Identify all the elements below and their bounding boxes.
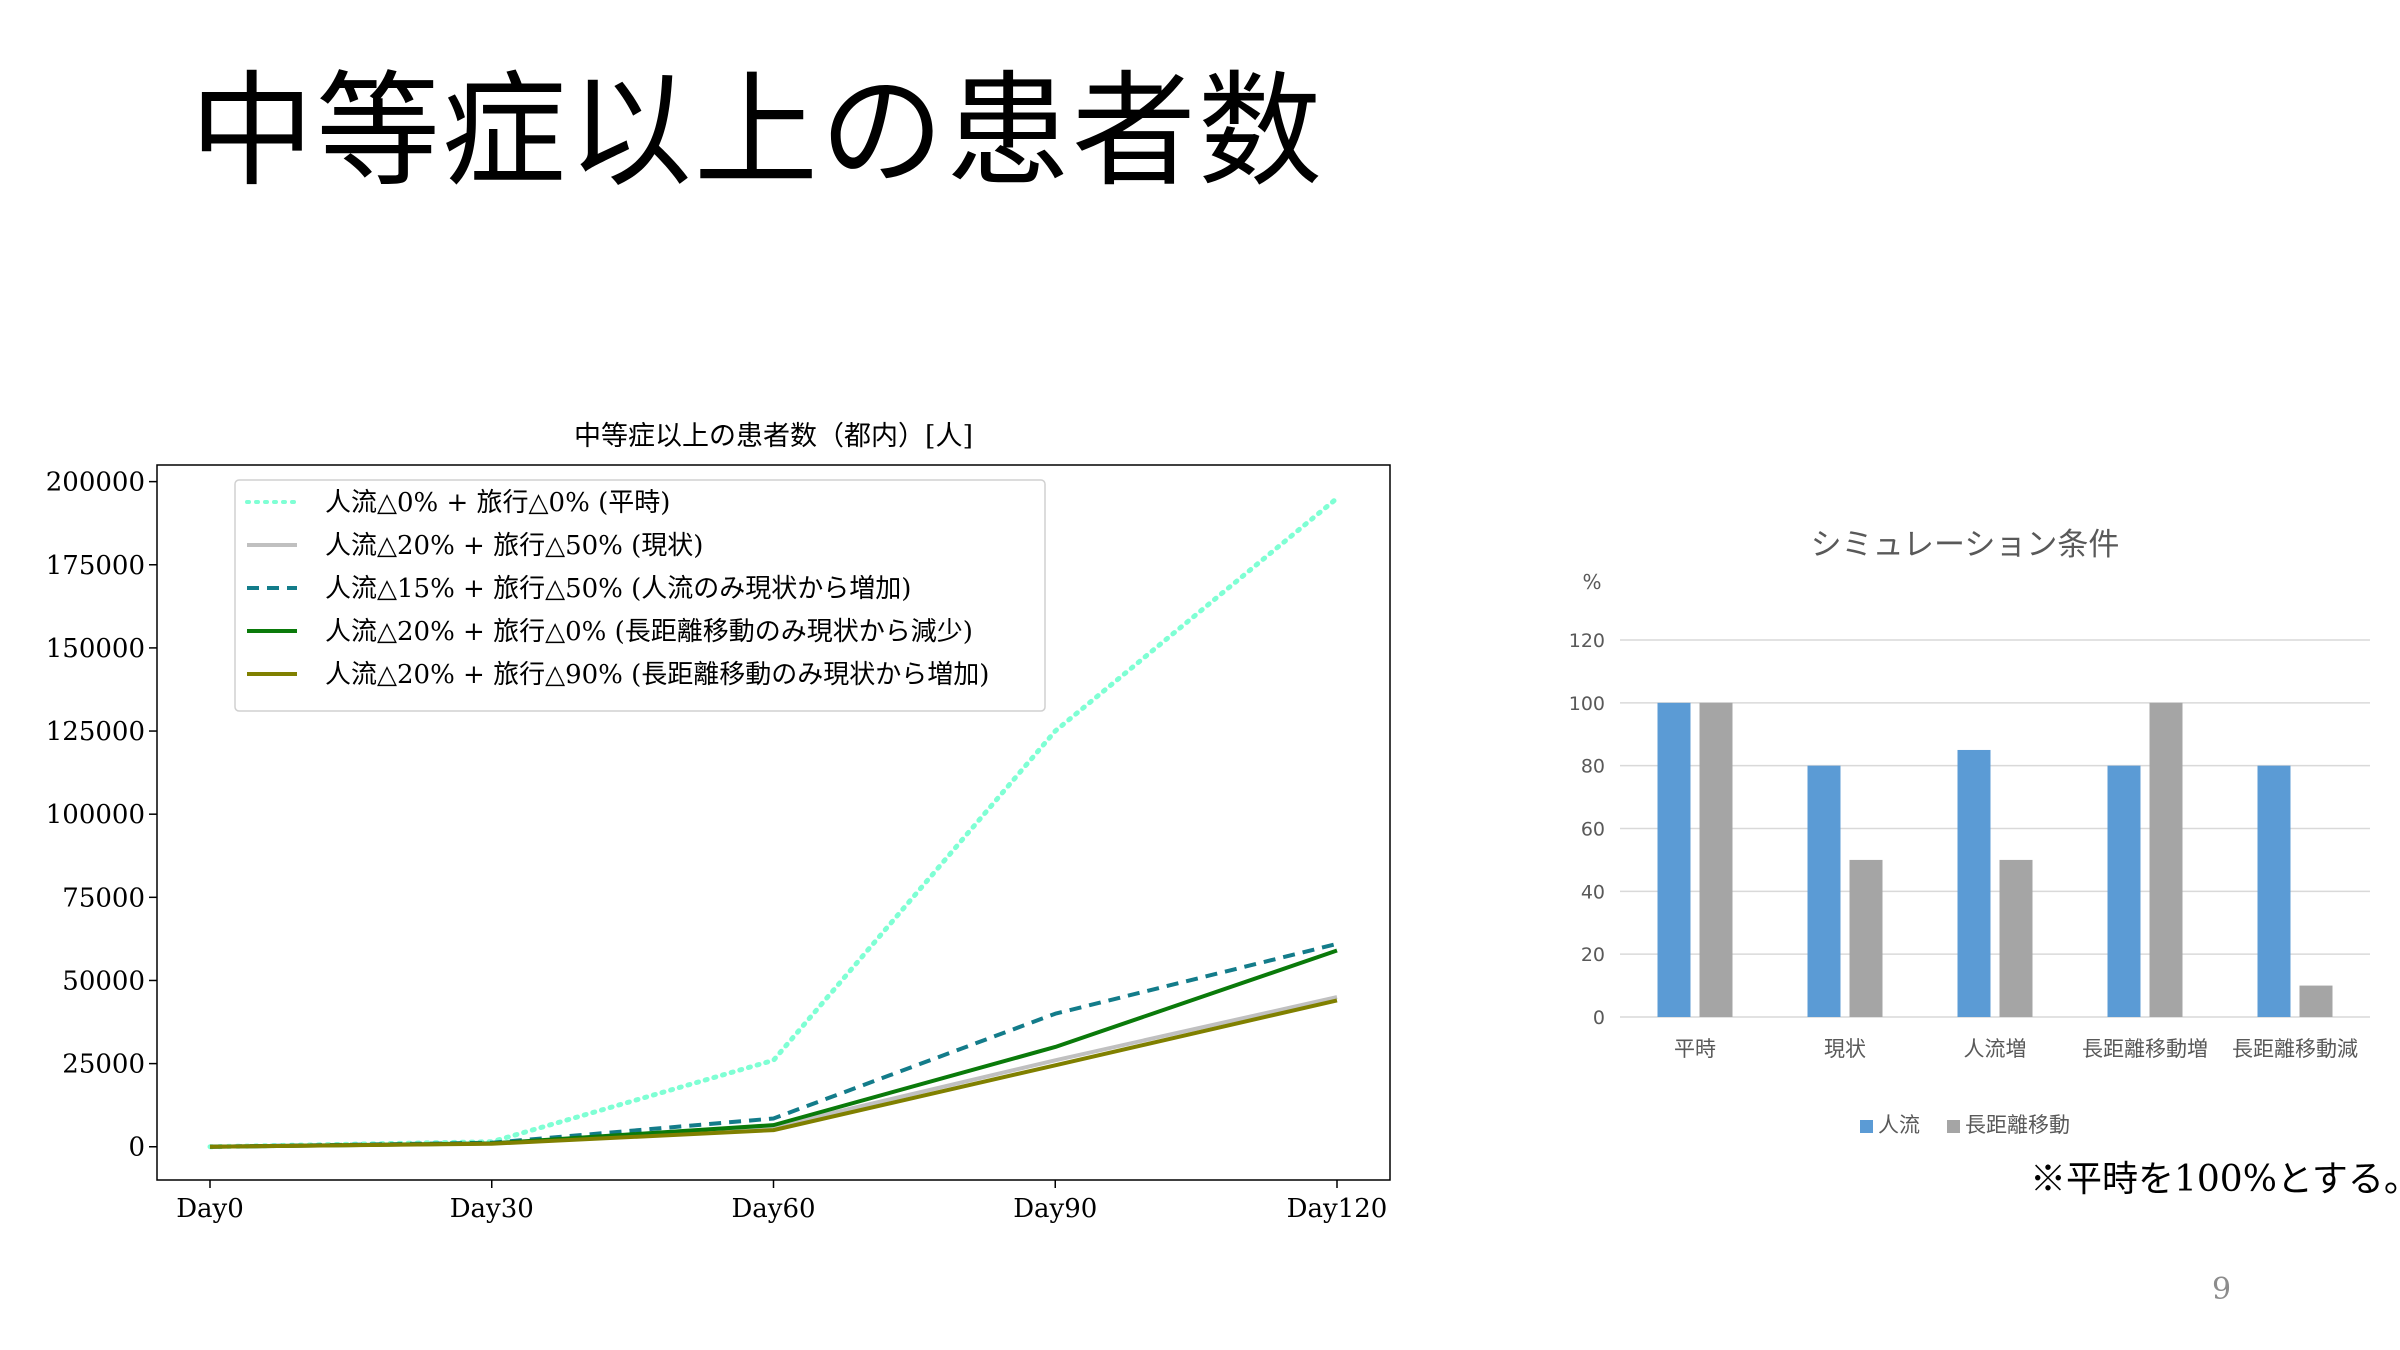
y-tick-label: 75000 <box>62 883 145 913</box>
x-tick-label: 現状 <box>1824 1037 1866 1061</box>
bar-2-0 <box>1957 749 1991 1017</box>
y-tick-label: 80 <box>1581 756 1605 778</box>
y-tick-label: 150000 <box>46 634 145 664</box>
legend-swatch-0 <box>1860 1120 1873 1133</box>
bar-1-0 <box>1807 765 1841 1017</box>
legend-label-1: 長距離移動 <box>1965 1113 2070 1137</box>
slide-title: 中等症以上の患者数 <box>190 60 1325 204</box>
bar-chart-title: シミュレーション条件 <box>1811 527 2120 563</box>
bar-4-0 <box>2257 765 2291 1017</box>
series-line-4 <box>209 998 1338 1149</box>
y-tick-label: 100000 <box>46 800 145 830</box>
legend-label-0: 人流△0% + 旅行△0% (平時) <box>325 488 670 518</box>
footnote: ※平時を100%とする。 <box>2030 1159 2400 1200</box>
y-tick-label: 125000 <box>46 717 145 747</box>
series-line-2 <box>209 941 1338 1149</box>
legend-box <box>234 479 1046 712</box>
legend-label-1: 人流△20% + 旅行△50% (現状) <box>325 531 703 561</box>
x-tick-label: 平時 <box>1674 1037 1716 1061</box>
bar-2-1 <box>1999 859 2033 1017</box>
y-tick-label: 40 <box>1581 881 1605 903</box>
y-tick-label: 120 <box>1569 630 1605 652</box>
x-tick-label: Day120 <box>1287 1194 1388 1224</box>
y-tick-label: 0 <box>128 1133 145 1163</box>
legend-label-3: 人流△20% + 旅行△0% (長距離移動のみ現状から減少) <box>325 617 973 647</box>
x-tick-label: Day0 <box>176 1194 244 1224</box>
y-tick-label: 20 <box>1581 944 1605 966</box>
line-chart: 中等症以上の患者数（都内）[人] 0 25000 50000 75000 100000 12… <box>46 421 1391 1224</box>
x-tick-label: 長距離移動増 <box>2082 1037 2208 1061</box>
y-tick-label: 25000 <box>62 1050 145 1080</box>
bar-1-1 <box>1849 859 1883 1017</box>
y-axis-unit: % <box>1582 570 1601 594</box>
x-tick-label: Day90 <box>1013 1194 1097 1224</box>
x-tick-label: Day30 <box>450 1194 534 1224</box>
y-tick-label: 0 <box>1593 1007 1605 1029</box>
legend-swatch-1 <box>1947 1120 1960 1133</box>
bar-4-1 <box>2299 985 2333 1017</box>
bar-3-1 <box>2149 702 2183 1017</box>
chart-title: 中等症以上の患者数（都内）[人] <box>574 421 973 452</box>
x-tick-label: Day60 <box>731 1194 815 1224</box>
legend-label-2: 人流△15% + 旅行△50% (人流のみ現状から増加) <box>325 574 911 604</box>
bar-3-0 <box>2107 765 2141 1017</box>
x-tick-label: 人流増 <box>1964 1037 2027 1061</box>
y-tick-label: 200000 <box>46 468 145 498</box>
y-tick-label: 50000 <box>62 966 145 996</box>
page-number: 9 <box>2212 1272 2232 1307</box>
legend-label-0: 人流 <box>1878 1113 1920 1137</box>
bar-0-0 <box>1657 702 1691 1017</box>
legend-label-4: 人流△20% + 旅行△90% (長距離移動のみ現状から増加) <box>325 660 989 690</box>
bar-0-1 <box>1699 702 1733 1017</box>
bar-chart: シミュレーション条件%020406080100120平時 現状 人流増 長距離移動増長… <box>1569 527 2370 1137</box>
y-tick-label: 175000 <box>46 551 145 581</box>
x-tick-label: 長距離移動減 <box>2232 1037 2358 1061</box>
y-tick-label: 60 <box>1581 819 1605 841</box>
y-tick-label: 100 <box>1569 693 1605 715</box>
